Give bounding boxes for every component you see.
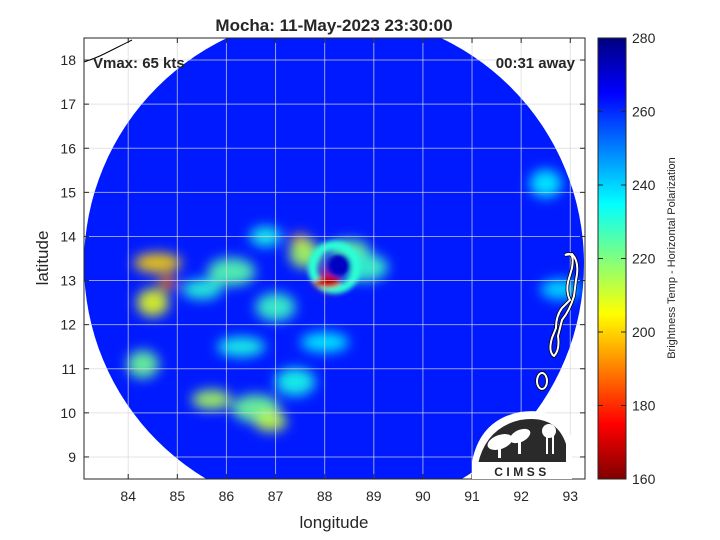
chart-title: Mocha: 11-May-2023 23:30:00: [215, 16, 452, 35]
x-tick-label: 85: [170, 488, 186, 504]
tb-feature: [254, 411, 287, 432]
x-tick-label: 90: [415, 488, 431, 504]
colorbar-tick-label: 200: [632, 324, 656, 340]
y-tick-label: 17: [60, 96, 76, 112]
time-away-annotation: 00:31 away: [496, 55, 576, 72]
y-tick-label: 16: [60, 140, 76, 156]
colorbar-tick-label: 280: [632, 30, 656, 46]
eye: [328, 254, 351, 277]
x-axis-label: longitude: [299, 513, 368, 532]
x-tick-label: 91: [464, 488, 480, 504]
y-tick-label: 15: [60, 184, 76, 200]
colorbar-ticks: 160 180 200 220 240 260 280: [598, 30, 656, 487]
x-tick-label: 93: [562, 488, 578, 504]
colorbar-tick-label: 240: [632, 177, 656, 193]
y-axis-label: latitude: [33, 231, 52, 286]
colorbar-tick-label: 180: [632, 398, 656, 414]
colorbar-tick-label: 220: [632, 251, 656, 267]
cimss-logo: CIMSS: [472, 411, 572, 479]
x-tick-label: 92: [513, 488, 529, 504]
x-tick-label: 89: [366, 488, 382, 504]
y-axis: 9 10 11 12 13 14 15 16 17 18: [60, 52, 585, 465]
y-tick-label: 12: [60, 317, 76, 333]
tb-feature: [275, 367, 316, 396]
x-tick-label: 87: [268, 488, 284, 504]
coastline: [84, 39, 580, 391]
axes-frame: [83, 37, 586, 480]
cimss-logo-text: CIMSS: [494, 465, 550, 479]
tb-feature: [133, 252, 182, 273]
grid: [84, 38, 585, 479]
eyewall-ring: [308, 240, 361, 294]
colorbar-label: Brightness Temp - Horizontal Polarizatio…: [666, 157, 678, 359]
tb-feature: [529, 169, 562, 198]
tb-feature: [191, 389, 232, 410]
tb-feature: [217, 336, 266, 357]
tb-feature: [136, 288, 169, 317]
y-tick-label: 10: [60, 405, 76, 421]
vmax-annotation: Vmax: 65 kts: [93, 55, 185, 72]
eyewall-cold-core: [314, 277, 341, 288]
tb-feature: [181, 279, 222, 300]
x-tick-label: 86: [219, 488, 235, 504]
x-tick-label: 84: [120, 488, 136, 504]
x-tick-label: 88: [317, 488, 333, 504]
y-tick-label: 13: [60, 273, 76, 289]
y-tick-label: 18: [60, 52, 76, 68]
y-tick-label: 14: [60, 228, 76, 244]
tb-feature: [126, 350, 159, 379]
colorbar-tick-label: 260: [632, 104, 656, 120]
tb-feature: [207, 257, 256, 286]
colorbar-tick-label: 160: [632, 471, 656, 487]
x-axis: 84 85 86 87 88 89 90 91 92 93: [120, 38, 578, 504]
swath-image: [84, 38, 584, 479]
y-tick-label: 11: [61, 361, 76, 377]
y-tick-label: 9: [68, 449, 76, 465]
tb-feature: [158, 275, 177, 290]
